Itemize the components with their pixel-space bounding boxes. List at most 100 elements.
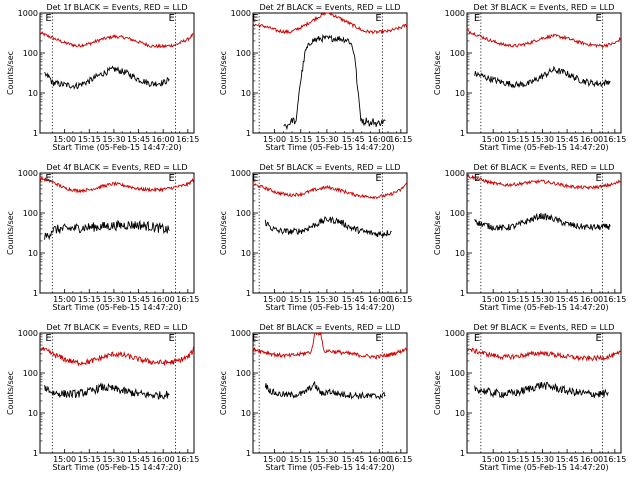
x-tick-label: 15:30 [315, 135, 338, 144]
event-marker-label: E [45, 333, 51, 344]
x-tick-label: 16:00 [152, 455, 175, 464]
x-tick-label: 15:15 [506, 135, 529, 144]
x-axis-label: Start Time (05-Feb-15 14:47:20) [265, 143, 394, 152]
y-axis-label: Counts/sec [219, 371, 228, 415]
x-tick-label: 16:15 [389, 455, 412, 464]
panel-title: Det 3f BLACK = Events, RED = LLD [473, 3, 614, 12]
y-axis-label: Counts/sec [219, 51, 228, 95]
plot-frame [252, 332, 408, 454]
x-tick-label: 15:00 [263, 135, 286, 144]
events-rate-line [44, 65, 170, 90]
y-tick-label: 100 [236, 49, 251, 58]
y-tick-label: 100 [23, 49, 38, 58]
y-tick-label: 1000 [445, 329, 465, 338]
x-tick-label: 16:15 [176, 295, 199, 304]
x-axis-label: Start Time (05-Feb-15 14:47:20) [52, 143, 181, 152]
plot-frame [39, 12, 195, 134]
chart-panel-det-4f: Det 4f BLACK = Events, RED = LLD 1 10 100 10… [6, 163, 199, 312]
y-tick-label: 1 [246, 289, 251, 298]
x-tick-label: 16:00 [368, 135, 391, 144]
x-tick-label: 15:15 [289, 455, 312, 464]
x-tick-label: 16:15 [176, 455, 199, 464]
y-tick-label: 1000 [445, 9, 465, 18]
x-tick-label: 15:30 [102, 135, 125, 144]
x-tick-label: 15:00 [53, 455, 76, 464]
x-tick-label: 15:30 [531, 295, 554, 304]
x-tick-label: 15:00 [53, 135, 76, 144]
y-axis-label: Counts/sec [219, 211, 228, 255]
x-tick-label: 15:45 [556, 455, 579, 464]
x-tick-label: 16:00 [152, 135, 175, 144]
lld-rate-line [466, 347, 622, 362]
events-rate-line [474, 212, 611, 232]
plot-frame [466, 332, 622, 454]
x-axis-label: Start Time (05-Feb-15 14:47:20) [52, 303, 181, 312]
plot-frame [252, 172, 408, 294]
panel-title: Det 7f BLACK = Events, RED = LLD [46, 323, 187, 332]
event-marker-label: E [169, 13, 175, 24]
x-tick-label: 15:00 [482, 135, 505, 144]
y-axis-label: Counts/sec [433, 371, 442, 415]
chart-panel-det-8f: Det 8f BLACK = Events, RED = LLD 1 10 100 10… [219, 323, 412, 472]
events-rate-line [44, 382, 170, 400]
y-tick-label: 10 [455, 249, 465, 258]
x-tick-label: 15:45 [556, 135, 579, 144]
x-tick-label: 16:15 [389, 135, 412, 144]
y-tick-label: 10 [455, 89, 465, 98]
x-tick-label: 15:00 [482, 455, 505, 464]
events-rate-line [474, 381, 609, 399]
chart-panel-det-3f: Det 3f BLACK = Events, RED = LLD 1 10 100 10… [433, 3, 626, 152]
y-tick-label: 1 [33, 289, 38, 298]
y-tick-label: 1000 [231, 9, 251, 18]
chart-panel-det-2f: Det 2f BLACK = Events, RED = LLD 1 10 100 10… [219, 3, 412, 152]
y-tick-label: 100 [23, 209, 38, 218]
y-tick-label: 10 [241, 409, 251, 418]
events-rate-line [283, 33, 386, 131]
x-tick-label: 15:45 [342, 455, 365, 464]
x-tick-label: 15:45 [342, 135, 365, 144]
x-tick-label: 15:30 [315, 455, 338, 464]
events-rate-line [264, 380, 386, 401]
x-tick-label: 15:15 [78, 135, 101, 144]
lld-rate-line [252, 182, 407, 200]
x-tick-label: 15:30 [531, 135, 554, 144]
x-tick-label: 15:15 [78, 295, 101, 304]
x-tick-label: 15:00 [53, 295, 76, 304]
plot-frame [39, 332, 195, 454]
x-tick-label: 15:30 [102, 455, 125, 464]
y-tick-label: 1000 [18, 329, 38, 338]
y-tick-label: 100 [450, 209, 465, 218]
x-axis-label: Start Time (05-Feb-15 14:47:20) [52, 463, 181, 472]
lld-rate-line [252, 11, 408, 35]
y-tick-label: 1 [460, 449, 465, 458]
x-axis-label: Start Time (05-Feb-15 14:47:20) [479, 463, 608, 472]
event-marker-label: E [375, 173, 381, 184]
y-tick-label: 1000 [231, 329, 251, 338]
event-marker-label: E [252, 173, 258, 184]
events-rate-line [44, 219, 170, 241]
x-tick-label: 16:15 [389, 295, 412, 304]
x-axis-label: Start Time (05-Feb-15 14:47:20) [265, 463, 394, 472]
y-tick-label: 1 [246, 449, 251, 458]
x-tick-label: 16:15 [176, 135, 199, 144]
y-tick-label: 100 [450, 369, 465, 378]
panel-title: Det 1f BLACK = Events, RED = LLD [46, 3, 187, 12]
panel-title: Det 4f BLACK = Events, RED = LLD [46, 163, 187, 172]
event-marker-label: E [375, 13, 381, 24]
x-tick-label: 15:45 [127, 135, 150, 144]
panel-title: Det 8f BLACK = Events, RED = LLD [259, 323, 400, 332]
y-tick-label: 1000 [231, 169, 251, 178]
panel-title: Det 9f BLACK = Events, RED = LLD [473, 323, 614, 332]
event-marker-label: E [474, 333, 480, 344]
y-tick-label: 100 [450, 49, 465, 58]
x-tick-label: 16:00 [368, 455, 391, 464]
y-axis-label: Counts/sec [6, 371, 15, 415]
panel-title: Det 6f BLACK = Events, RED = LLD [473, 163, 614, 172]
lld-rate-line [39, 346, 195, 367]
y-tick-label: 100 [23, 369, 38, 378]
y-tick-label: 1000 [18, 9, 38, 18]
event-marker-label: E [596, 333, 602, 344]
x-tick-label: 16:00 [152, 295, 175, 304]
event-marker-label: E [169, 173, 175, 184]
